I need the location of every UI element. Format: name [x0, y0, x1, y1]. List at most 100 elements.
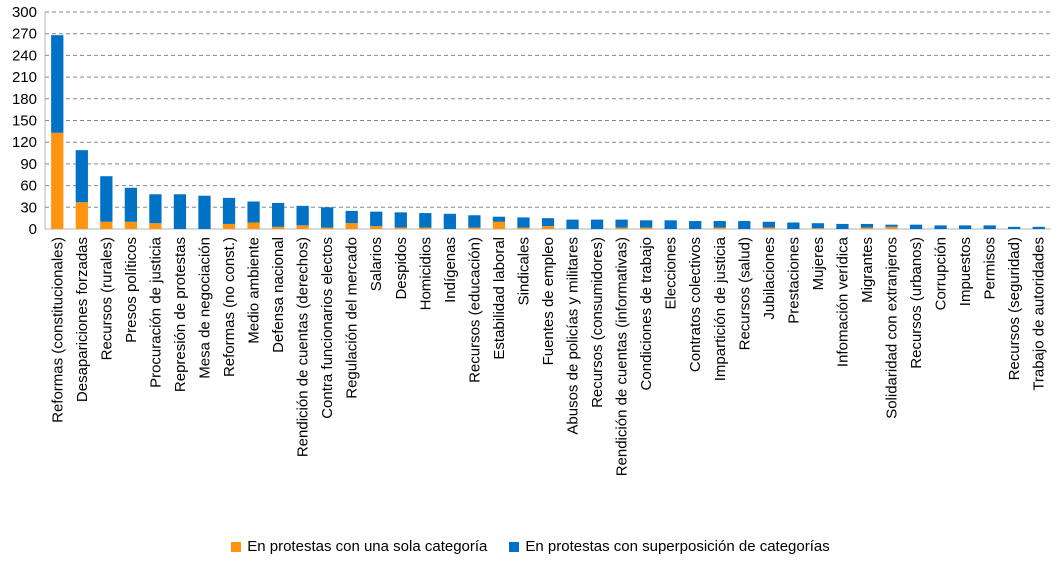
x-tick-label: Presos políticos — [123, 237, 140, 343]
bar-segment-single — [640, 227, 653, 229]
legend-item-overlap: En protestas con superposición de catego… — [509, 538, 830, 555]
x-tick-label: Jubilaciones — [761, 237, 778, 320]
bar-segment-single — [321, 227, 334, 229]
y-tick-label: 30 — [20, 199, 37, 216]
bar-segment-overlap — [419, 213, 432, 228]
bar-segment-single — [468, 227, 481, 229]
bars — [51, 35, 1045, 229]
x-tick-label: Corrupción — [933, 237, 950, 310]
stacked-bar-chart: 0 30 60 90 120 150 180 210 240 270 300 Reformas (c… — [12, 4, 1051, 476]
bar-segment-single — [762, 227, 775, 229]
x-tick-label: Recursos (seguridad) — [1006, 237, 1023, 380]
x-tick-label: Procuración de justicia — [147, 236, 164, 388]
x-tick-label: Trabajo de autoridades — [1031, 237, 1048, 391]
x-tick-label: Sindicales — [515, 237, 532, 305]
x-tick-label: Solidaridad con extranjeros — [884, 237, 901, 419]
legend-label-overlap: En protestas con superposición de catego… — [525, 538, 830, 555]
bar-segment-single — [419, 227, 432, 229]
bar-segment-overlap — [492, 216, 506, 222]
y-tick-label: 210 — [12, 69, 37, 86]
x-tick-label: Abusos de policías y militares — [565, 237, 582, 435]
x-tick-label: Rendición de cuentas (informativas) — [614, 237, 631, 476]
bar-segment-single — [492, 221, 506, 229]
bar-segment-single — [517, 227, 530, 229]
bar-segment-overlap — [247, 201, 260, 223]
x-tick-label: Mujeres — [810, 237, 827, 290]
bar-segment-single — [149, 223, 162, 229]
y-tick-label: 180 — [12, 91, 37, 108]
bar-segment-overlap — [222, 197, 236, 224]
x-tick-label: Defensa nacional — [270, 237, 287, 353]
x-tick-label: Permisos — [982, 237, 999, 300]
x-tick-label: Elecciones — [663, 237, 680, 310]
bar-segment-single — [222, 223, 236, 229]
x-tick-label: Medio ambiente — [246, 237, 263, 344]
x-tick-label: Homicidios — [417, 237, 434, 310]
x-tick-label: Recursos (urbanos) — [908, 237, 925, 369]
x-tick-label: Regulación del mercado — [344, 237, 361, 399]
bar-segment-single — [860, 227, 874, 229]
x-tick-label: Estabilidad laboral — [491, 237, 508, 360]
bar-segment-overlap — [983, 225, 996, 229]
x-tick-label: Recursos (salud) — [736, 237, 753, 350]
bar-segment-overlap — [713, 221, 726, 228]
x-tick-label: Prestaciones — [785, 237, 802, 324]
bar-segment-overlap — [149, 194, 162, 224]
bar-segment-single — [51, 132, 64, 229]
bar-segment-single — [345, 223, 358, 229]
bar-segment-overlap — [934, 225, 947, 229]
bar-segment-overlap — [664, 220, 677, 229]
x-tick-label: Indígenas — [442, 237, 459, 303]
y-tick-label: 240 — [12, 47, 37, 64]
bar-segment-single — [124, 221, 138, 229]
bar-segment-overlap — [198, 195, 211, 229]
bar-segment-overlap — [173, 194, 187, 229]
bar-segment-overlap — [370, 211, 383, 227]
bar-segment-overlap — [958, 225, 972, 229]
bar-segment-overlap — [1008, 226, 1021, 229]
bar-segment-single — [370, 226, 383, 229]
bar-segment-overlap — [517, 217, 530, 228]
bar-segment-overlap — [271, 202, 285, 227]
bar-segment-overlap — [296, 205, 309, 226]
legend-swatch-overlap — [509, 541, 520, 552]
y-tick-label: 120 — [12, 134, 37, 151]
bar-segment-overlap — [762, 221, 775, 228]
bar-segment-overlap — [345, 210, 358, 224]
y-tick-label: 150 — [12, 113, 37, 130]
x-tick-label: Represión de protestas — [172, 237, 189, 392]
bar-segment-overlap — [541, 218, 555, 227]
bar-segment-single — [296, 225, 309, 229]
x-tick-label: Reformas (no const.) — [221, 237, 238, 377]
bar-segment-single — [541, 226, 555, 229]
bar-segment-single — [247, 222, 260, 229]
bar-segment-overlap — [590, 219, 604, 229]
y-tick-label: 60 — [20, 178, 37, 195]
x-tick-label: Reformas (constitucionales) — [49, 237, 66, 423]
bar-segment-overlap — [811, 223, 825, 229]
y-axis: 0 30 60 90 120 150 180 210 240 270 300 — [12, 4, 46, 238]
x-tick-label: Infomación verídica — [834, 236, 851, 367]
bar-segment-overlap — [100, 176, 113, 222]
bar-segment-overlap — [909, 224, 923, 229]
x-tick-label: Mesa de negociación — [196, 237, 213, 379]
x-tick-label: Rendición de cuentas (derechos) — [295, 237, 312, 457]
bar-segment-overlap — [394, 212, 407, 228]
bar-segment-overlap — [689, 221, 702, 229]
x-tick-label: Contratos colectivos — [687, 237, 704, 372]
x-tick-label: Recursos (rurales) — [98, 237, 115, 360]
bar-segment-overlap — [75, 150, 88, 203]
bar-segment-single — [394, 227, 407, 229]
bar-segment-overlap — [1032, 226, 1045, 229]
bar-segment-overlap — [566, 219, 579, 229]
bar-segment-single — [100, 221, 113, 229]
bar-segment-overlap — [468, 215, 481, 228]
x-axis: Reformas (constitucionales) Desaparicione… — [49, 236, 1047, 476]
bar-segment-overlap — [615, 219, 628, 228]
bar-segment-single — [713, 227, 726, 229]
bar-segment-single — [75, 202, 88, 229]
bar-segment-overlap — [836, 223, 849, 229]
bar-segment-overlap — [787, 222, 800, 229]
x-tick-label: Despidos — [393, 237, 410, 300]
bar-segment-overlap — [124, 187, 138, 222]
